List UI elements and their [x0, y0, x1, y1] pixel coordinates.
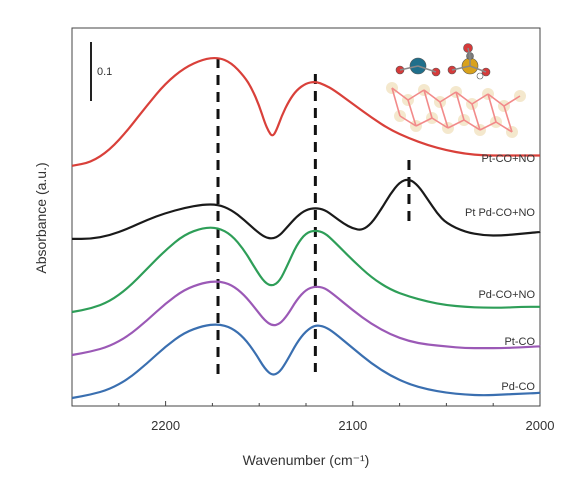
curve-label-pd-co-no: Pd-CO+NO	[478, 289, 535, 301]
series-line-pd-co	[71, 323, 541, 400]
curves	[71, 56, 542, 400]
lattice-bond	[423, 89, 433, 119]
molecule-bond	[451, 65, 471, 71]
series-line-pt-co	[71, 280, 542, 357]
lattice-bond	[463, 119, 481, 131]
lattice-bond	[447, 119, 465, 129]
lattice-bond	[439, 101, 449, 129]
molecule-bond	[467, 47, 471, 57]
lattice-bond	[455, 91, 473, 105]
series-line-pd-co-no	[71, 226, 540, 314]
molecule-bond	[399, 65, 419, 71]
x-axis-ticks: 2200 2100 2000	[71, 401, 555, 433]
curve-label-pt-pd-co-no: Pt Pd-CO+NO	[465, 207, 535, 219]
lattice-bond	[455, 91, 465, 121]
reference-lines	[216, 58, 411, 378]
lattice-bond	[479, 121, 497, 131]
lattice-bond	[503, 95, 521, 107]
y-axis-label: Absorbance (a.u.)	[33, 162, 49, 273]
x-tick-label-2200: 2200	[151, 418, 180, 433]
lattice-bond	[471, 103, 481, 131]
scale-bar-label: 0.1	[97, 66, 112, 78]
curve-label-pt-co-no: Pt-CO+NO	[482, 153, 536, 165]
lattice-bond	[431, 117, 449, 129]
lattice-bond	[471, 93, 489, 105]
x-tick-label-2100: 2100	[338, 418, 367, 433]
x-tick-label-2000: 2000	[526, 418, 555, 433]
scale-bar: 0.1	[90, 42, 112, 101]
curve-label-pd-co: Pd-CO	[501, 381, 535, 393]
series-line-pt-pd-co-no	[72, 178, 541, 241]
lattice-bond	[399, 115, 417, 127]
lattice-bond	[495, 121, 513, 133]
curve-label-pt-co: Pt-CO	[504, 336, 535, 348]
lattice-bond	[407, 89, 425, 101]
lattice-bond	[415, 117, 433, 127]
hydrogen-atom	[476, 72, 484, 80]
lattice-bond	[391, 87, 409, 101]
lattice-bond	[391, 87, 401, 117]
lattice-bond	[439, 91, 457, 103]
x-axis-label: Wavenumber (cm⁻¹)	[243, 452, 370, 468]
lattice-bond	[407, 99, 417, 127]
molecule-bond	[469, 65, 487, 73]
lattice-bond	[487, 93, 497, 123]
curve-labels: Pd-CO Pt-CO Pd-CO+NO Pt Pd-CO+NO Pt-CO+NO	[465, 153, 535, 393]
lattice-bond	[423, 89, 441, 103]
series-line-pt-co-no	[71, 56, 540, 167]
molecule-bond	[417, 65, 437, 73]
lattice-bond	[487, 93, 505, 107]
inset-structure-model	[386, 43, 526, 138]
lattice-bond	[503, 105, 513, 133]
